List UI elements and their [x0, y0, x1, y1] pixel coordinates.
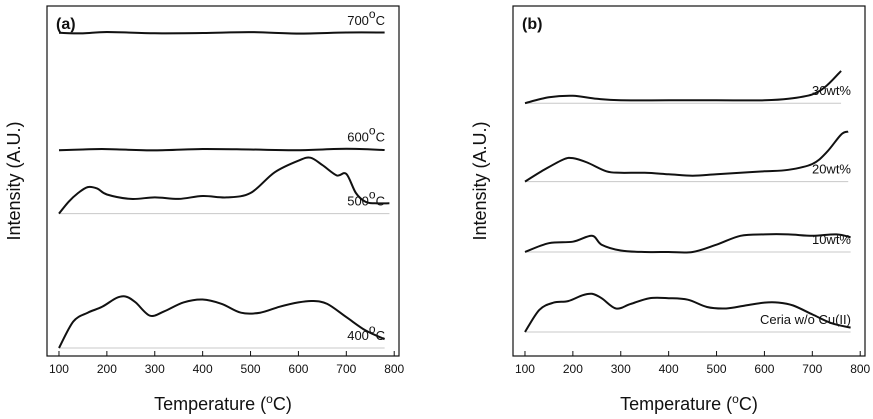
- panel-b-label: (b): [522, 16, 542, 33]
- panel-a-xlabel: Temperature (oC): [154, 392, 292, 414]
- panel-a-x-tick-label-300: 300: [145, 362, 165, 376]
- panel-b-series-3-line: [524, 292, 851, 333]
- panel-b-x-ticks: 100 200 300 400 500 600 700 800: [515, 351, 871, 376]
- panel-a-frame: [46, 5, 400, 357]
- panel-b-series-1-label: 20wt%: [812, 162, 851, 177]
- panel-a-series-0-label: 700oC: [347, 7, 385, 28]
- panel-b-x-tick-label-200: 200: [563, 362, 583, 376]
- panel-a-label: (a): [56, 16, 76, 33]
- panel-b-series-1-line: [524, 130, 849, 183]
- panel-b-frame: [512, 5, 866, 357]
- panel-b-series-0-label: 30wt%: [812, 83, 851, 98]
- panel-b-x-tick-label-700: 700: [802, 362, 822, 376]
- panel-b-ylabel: Intensity (A.U.): [470, 121, 490, 240]
- panel-b-xlabel: Temperature (oC): [620, 392, 758, 414]
- panel-a-series-1-line: [58, 147, 385, 152]
- panel-b-series-2-label: 10wt%: [812, 232, 851, 247]
- panel-b-x-tick-label-600: 600: [754, 362, 774, 376]
- panel-a-x-tick-label-500: 500: [241, 362, 261, 376]
- panel-b-series-3-label: Ceria w/o Cu(II): [760, 312, 851, 327]
- panel-a-series-1-label: 600oC: [347, 124, 385, 145]
- panel-a-x-tick-label-800: 800: [384, 362, 404, 376]
- panel-b-x-tick-label-300: 300: [611, 362, 631, 376]
- panel-a-series-0-line: [58, 30, 385, 35]
- panel-a-x-tick-label-100: 100: [49, 362, 69, 376]
- panel-b-x-tick-label-100: 100: [515, 362, 535, 376]
- panel-a-x-tick-label-200: 200: [97, 362, 117, 376]
- panel-a-x-ticks: 100 200 300 400 500 600 700 800: [49, 351, 405, 376]
- panel-a-ylabel: Intensity (A.U.): [4, 121, 24, 240]
- panel-a-series-2-line: [58, 156, 390, 215]
- panel-a-series-2-label: 500oC: [347, 188, 385, 209]
- panel-a-x-tick-label-600: 600: [288, 362, 308, 376]
- panel-b-x-tick-label-500: 500: [707, 362, 727, 376]
- panel-b-series: 30wt% 20wt% 10wt% Ceria w/o Cu(II): [524, 70, 851, 333]
- panel-b-x-tick-label-800: 800: [850, 362, 870, 376]
- panel-a-x-tick-label-700: 700: [336, 362, 356, 376]
- panel-a-series: 700oC 600oC 500oC 400oC: [58, 7, 390, 349]
- panel-b-series-2-line: [524, 233, 851, 254]
- panel-a-series-3-label: 400oC: [347, 322, 385, 343]
- panel-a-x-tick-label-400: 400: [193, 362, 213, 376]
- panel-b-x-tick-label-400: 400: [659, 362, 679, 376]
- panel-a-series-3-line: [58, 295, 386, 349]
- panel-b-series-0-line: [524, 70, 842, 105]
